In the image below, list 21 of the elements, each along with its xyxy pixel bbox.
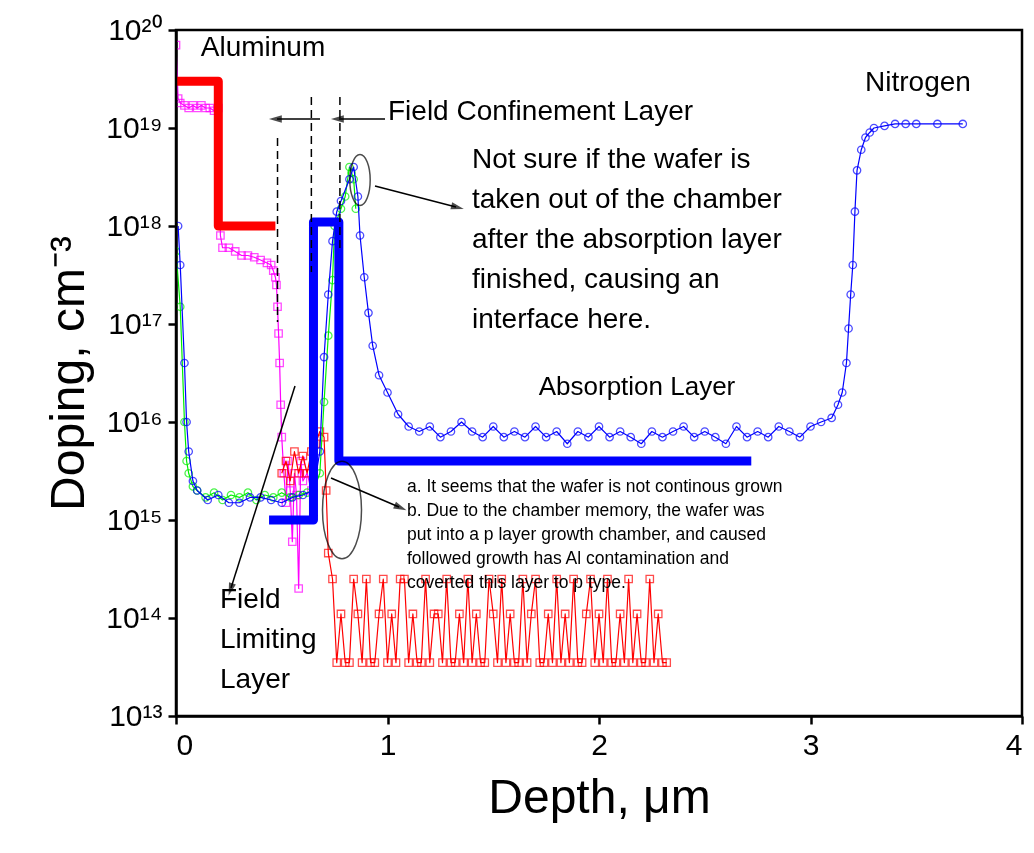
annotation: Field Limiting Layer [220, 583, 317, 694]
y-tick-label: 10¹⁴ [106, 600, 163, 634]
y-tick-label: 10¹⁸ [106, 208, 163, 242]
annotation: Field Confinement Layer [388, 95, 694, 126]
x-tick-label: 1 [379, 727, 397, 761]
x-tick-label: 0 [176, 727, 194, 761]
y-tick-label: 10¹⁷ [108, 306, 163, 340]
annotation: Aluminum [200, 31, 326, 62]
y-tick-label: 10¹⁹ [106, 110, 163, 144]
annotation: Nitrogen [865, 66, 971, 97]
annotation: Not sure if the wafer is taken out of the chamber after the absorption layer finished, causing an interface here. [472, 143, 782, 334]
annotation: Absorption Layer [538, 371, 736, 401]
x-axis-title: Depth, μm [488, 769, 711, 823]
y-tick-label: 10²⁰ [108, 12, 163, 46]
x-tick-label: 4 [1005, 727, 1023, 761]
y-axis-title: Doping, cm⁻³ [41, 236, 95, 511]
x-tick-label: 3 [802, 727, 820, 761]
x-tick-label: 2 [591, 727, 608, 761]
y-tick-label: 10¹⁵ [106, 502, 163, 536]
y-tick-label: 10¹⁶ [106, 404, 163, 438]
y-tick-label: 10¹³ [109, 698, 163, 732]
